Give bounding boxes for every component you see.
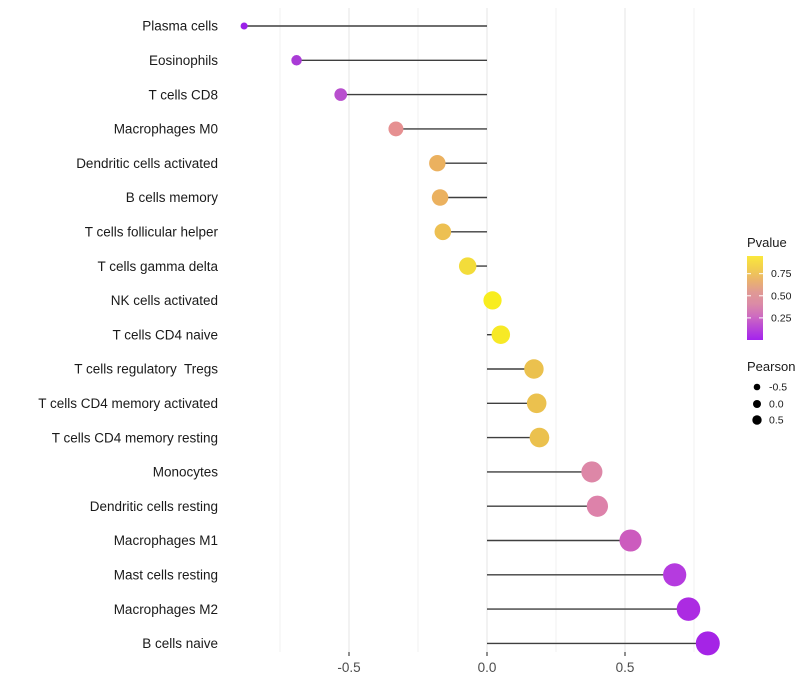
category-label: NK cells activated	[111, 293, 218, 308]
pvalue-colorbar	[747, 256, 763, 340]
pearson-legend-label: -0.5	[769, 382, 787, 394]
lollipop-dot	[676, 597, 701, 621]
category-label: T cells CD4 memory activated	[38, 396, 218, 411]
x-tick-label: 0.5	[616, 660, 635, 675]
pearson-legend-dot	[753, 383, 761, 391]
lollipop-dot	[695, 631, 720, 656]
category-label: Dendritic cells resting	[90, 499, 218, 514]
category-label: Eosinophils	[149, 53, 218, 68]
lollipop-dot	[334, 88, 348, 101]
lollipop-dot	[458, 257, 477, 275]
category-label: Monocytes	[153, 465, 219, 480]
pvalue-legend-title: Pvalue	[747, 235, 787, 250]
lollipop-dot	[429, 154, 446, 172]
lollipop-dot	[581, 461, 603, 483]
category-label: T cells CD8	[148, 87, 218, 102]
category-label: T cells CD4 memory resting	[52, 430, 218, 445]
category-label: T cells follicular helper	[85, 225, 219, 240]
lollipop-dot	[663, 563, 687, 587]
category-label: B cells naive	[142, 636, 218, 651]
category-label: Mast cells resting	[114, 568, 218, 583]
colorbar-tick-label: 0.50	[771, 290, 792, 302]
pearson-legend-label: 0.5	[769, 415, 784, 427]
category-label: T cells CD4 naive	[112, 327, 218, 342]
category-label: Macrophages M0	[114, 122, 218, 137]
category-label: B cells memory	[126, 190, 219, 205]
category-label: T cells gamma delta	[97, 259, 218, 274]
lollipop-dot	[431, 189, 449, 206]
category-label: Macrophages M1	[114, 533, 218, 548]
lollipop-dot	[586, 495, 609, 517]
category-label: Plasma cells	[142, 19, 218, 34]
lollipop-dot	[434, 223, 452, 241]
lollipop-dot	[483, 291, 502, 310]
colorbar-tick-label: 0.25	[771, 312, 792, 324]
lollipop-dot	[491, 325, 511, 344]
category-label: T cells regulatory Tregs	[74, 362, 218, 377]
lollipop-dot	[291, 55, 302, 66]
lollipop-dot	[524, 359, 544, 379]
lollipop-dot	[619, 529, 642, 552]
pearson-legend-dot	[752, 415, 762, 425]
pearson-legend-label: 0.0	[769, 399, 784, 411]
lollipop-dot	[529, 427, 550, 448]
pearson-legend-title: Pearson	[747, 359, 795, 374]
x-tick-label: 0.0	[478, 660, 497, 675]
pearson-legend-dot	[753, 400, 761, 408]
lollipop-dot	[240, 22, 248, 30]
colorbar-tick-label: 0.75	[771, 268, 792, 280]
x-tick-label: -0.5	[337, 660, 360, 675]
lollipop-dot	[526, 393, 547, 414]
category-label: Dendritic cells activated	[76, 156, 218, 171]
category-label: Macrophages M2	[114, 602, 218, 617]
lollipop-dot	[388, 121, 404, 137]
